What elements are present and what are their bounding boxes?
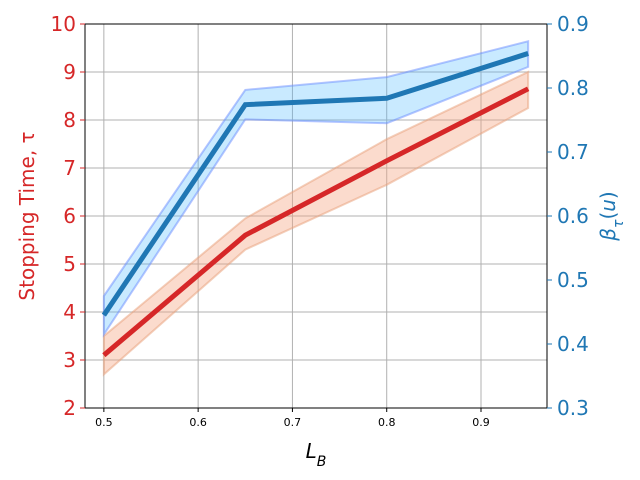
- right-series-line: [101, 51, 529, 317]
- right-y-tick-label: 0.8: [557, 76, 589, 100]
- right-y-tick-label: 0.6: [557, 204, 589, 228]
- right-y-axis-label-sub: τ: [611, 219, 627, 228]
- left-y-tick-label: 2: [63, 396, 76, 420]
- x-tick-label: 0.5: [95, 416, 113, 429]
- x-tick-label: 0.6: [189, 416, 207, 429]
- x-axis-label-sub: B: [317, 454, 327, 470]
- left-series-line: [102, 86, 530, 358]
- left-y-tick-label: 9: [63, 60, 76, 84]
- x-tick-label: 0.9: [472, 416, 490, 429]
- x-tick-label: 0.8: [378, 416, 396, 429]
- left-y-tick-label: 4: [63, 300, 76, 324]
- left-y-tick-label: 6: [63, 204, 76, 228]
- left-y-axis-label: Stopping Time, τ: [15, 131, 39, 300]
- left-series-band: [102, 70, 530, 377]
- left-y-tick-label: 10: [51, 12, 76, 36]
- right-y-tick-label: 0.3: [557, 396, 589, 420]
- right-y-tick-label: 0.7: [557, 140, 589, 164]
- right-y-axis-label: βτ(u): [596, 191, 627, 242]
- left-y-tick-label: 3: [63, 348, 76, 372]
- right-y-axis-label-var: u: [596, 199, 620, 212]
- x-tick-label: 0.7: [284, 416, 302, 429]
- left-y-tick-label: 5: [63, 252, 76, 276]
- right-y-axis-label-main: β: [596, 228, 620, 242]
- left-y-tick-label: 8: [63, 108, 76, 132]
- axes: 0.5 0.6 0.7 0.8 0.9 2 3 4 5 6 7 8 9 10 0.3 0.4 0.5 0.6 0.7…: [51, 12, 589, 429]
- series-lines: [101, 51, 530, 358]
- right-y-tick-label: 0.5: [557, 268, 589, 292]
- x-axis-label: LB: [306, 439, 327, 470]
- right-y-axis-label-close: ): [596, 191, 620, 199]
- right-y-tick-label: 0.9: [557, 12, 589, 36]
- right-y-axis-label-arg: (: [596, 212, 620, 220]
- x-axis-label-main: L: [306, 439, 317, 463]
- left-y-tick-label: 7: [63, 156, 76, 180]
- confidence-bands: [102, 39, 530, 377]
- right-y-tick-label: 0.4: [557, 332, 589, 356]
